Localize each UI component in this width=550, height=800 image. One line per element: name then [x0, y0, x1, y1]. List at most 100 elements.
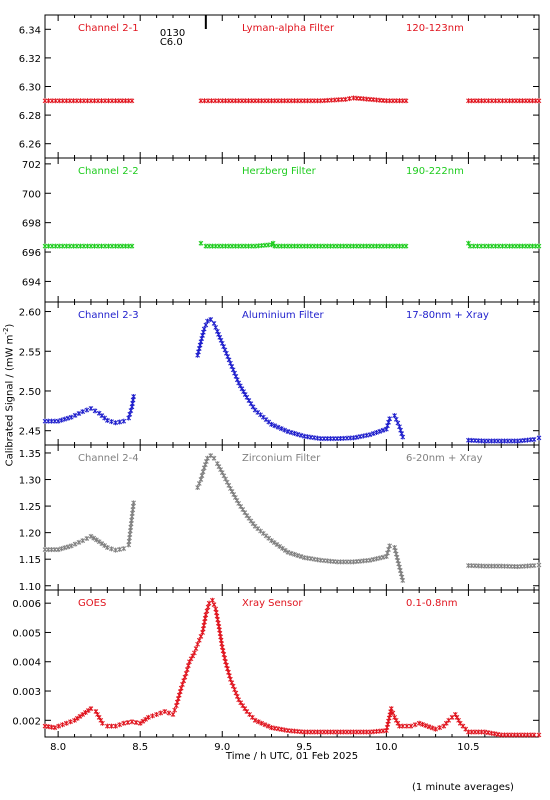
data-point [221, 651, 227, 657]
data-point [361, 433, 366, 439]
data-point [76, 539, 82, 545]
data-point [262, 722, 268, 728]
data-point [202, 98, 207, 104]
data-point [49, 98, 55, 104]
data-point [496, 243, 502, 249]
data-point [113, 547, 118, 553]
data-point [347, 435, 353, 441]
y-tick-label: 1.35 [19, 449, 41, 460]
data-point [113, 723, 118, 729]
panel-label: Channel 2-4 [78, 453, 139, 464]
data-point [130, 503, 136, 509]
data-point [109, 243, 115, 249]
panel-label: GOES [78, 598, 106, 609]
data-point [364, 96, 370, 102]
data-point [208, 453, 214, 459]
data-point [121, 418, 127, 424]
y-tick-label: 6.26 [19, 140, 41, 151]
data-point [74, 715, 80, 721]
data-point [77, 713, 83, 719]
data-point [533, 98, 539, 104]
data-point [347, 96, 352, 102]
data-point [275, 726, 281, 732]
data-point [170, 711, 176, 717]
panel-label: Channel 2-1 [78, 23, 139, 34]
data-point [72, 541, 78, 547]
data-point [282, 547, 288, 553]
data-point [91, 535, 97, 541]
data-point [129, 719, 135, 725]
data-point [533, 243, 539, 249]
data-point [219, 641, 225, 647]
data-point [137, 720, 143, 726]
data-point [395, 720, 401, 726]
data-point [128, 408, 134, 414]
data-point [275, 424, 281, 430]
data-point [512, 564, 517, 570]
data-point [388, 709, 393, 715]
data-point [95, 243, 101, 249]
event-label-top: 0130 [160, 28, 185, 39]
data-point [486, 243, 491, 249]
data-point [190, 653, 196, 659]
data-point [249, 714, 255, 720]
event-label-bottom: C6.0 [160, 37, 183, 48]
data-point [205, 98, 211, 104]
data-point [489, 243, 495, 249]
data-point [42, 98, 48, 104]
x-tick-label: 10.5 [457, 742, 479, 753]
data-point [215, 617, 221, 623]
data-point [88, 533, 94, 539]
data-point [331, 559, 337, 565]
data-point [226, 357, 232, 363]
data-point [126, 243, 132, 249]
data-point [81, 98, 87, 104]
y-tick-label: 0.005 [12, 628, 41, 639]
data-point [443, 720, 449, 726]
data-point [416, 720, 422, 726]
data-point [495, 731, 501, 737]
data-point [298, 729, 304, 735]
y-tick-label: 1.10 [19, 582, 41, 593]
data-point [315, 729, 320, 735]
data-point [380, 554, 386, 560]
data-point [68, 414, 74, 420]
panel-frame [44, 14, 540, 159]
y-tick-label: 6.32 [19, 54, 41, 65]
data-point [400, 98, 406, 104]
data-point [357, 434, 363, 440]
data-point [364, 432, 370, 438]
data-point [493, 98, 498, 104]
data-point [315, 557, 320, 563]
data-point [68, 719, 73, 725]
data-point [503, 243, 509, 249]
data-point [121, 546, 127, 552]
data-point [347, 729, 353, 735]
data-point [88, 98, 94, 104]
y-tick-label: 2.55 [19, 347, 41, 358]
data-point [315, 243, 320, 249]
data-point [271, 540, 277, 546]
data-point [400, 723, 406, 729]
data-point [76, 410, 82, 416]
y-axis-label-superscript: -2 [2, 327, 10, 335]
data-point [184, 667, 190, 673]
data-point [331, 436, 337, 442]
data-point [92, 243, 97, 249]
data-point [53, 243, 59, 249]
y-tick-label: 0.002 [12, 716, 41, 727]
data-point [437, 725, 443, 731]
data-point [56, 723, 62, 729]
data-point [72, 717, 77, 723]
data-point [456, 717, 461, 723]
data-point [200, 469, 206, 475]
data-point [150, 713, 155, 719]
data-point [222, 655, 228, 661]
data-point [213, 606, 219, 612]
data-point [67, 98, 73, 104]
y-tick-label: 694 [22, 277, 41, 288]
data-point [71, 243, 76, 249]
data-point [377, 428, 383, 434]
data-point [196, 481, 202, 487]
